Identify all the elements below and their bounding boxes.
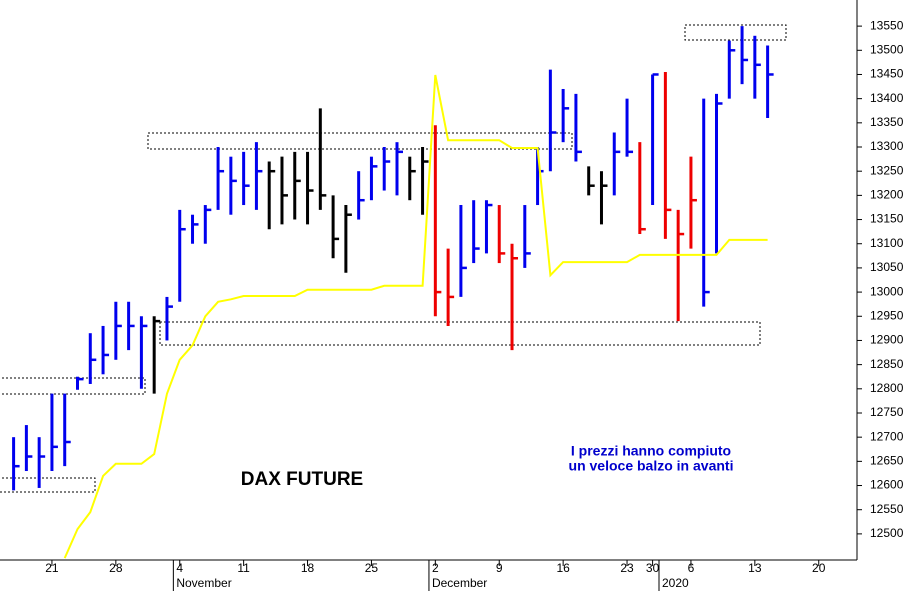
- month-label: November: [176, 576, 231, 590]
- y-tick-label: 12700: [870, 429, 904, 443]
- month-label: 2020: [662, 576, 689, 590]
- x-tick-label: 6: [688, 561, 695, 575]
- y-tick-label: 12900: [870, 333, 904, 347]
- y-tick-label: 12500: [870, 526, 904, 540]
- annotation: un veloce balzo in avanti: [569, 458, 734, 474]
- y-tick-label: 13500: [870, 42, 904, 56]
- x-tick-label: 2: [432, 561, 439, 575]
- y-tick-label: 13450: [870, 67, 904, 81]
- y-tick-label: 13150: [870, 212, 904, 226]
- chart-title: DAX FUTURE: [241, 469, 363, 490]
- y-tick-label: 12550: [870, 502, 904, 516]
- x-tick-label: 9: [496, 561, 503, 575]
- month-label: December: [432, 576, 487, 590]
- y-tick-label: 13550: [870, 18, 904, 32]
- annotation: I prezzi hanno compiuto: [571, 443, 731, 459]
- x-tick-label: 13: [748, 561, 762, 575]
- y-tick-label: 13200: [870, 188, 904, 202]
- x-tick-label: 16: [556, 561, 570, 575]
- y-tick-label: 13400: [870, 91, 904, 105]
- y-tick-label: 12950: [870, 308, 904, 322]
- x-tick-label: 21: [45, 561, 59, 575]
- x-tick-label: 11: [237, 561, 250, 575]
- x-tick-label: 23: [620, 561, 634, 575]
- y-tick-label: 12850: [870, 357, 904, 371]
- x-tick-label: 30: [646, 561, 660, 575]
- x-tick-label: 28: [109, 561, 123, 575]
- stop-line: [63, 74, 768, 559]
- y-tick-label: 12600: [870, 478, 904, 492]
- y-tick-label: 13350: [870, 115, 904, 129]
- x-tick-label: 4: [176, 561, 183, 575]
- y-tick-label: 13100: [870, 236, 904, 250]
- level-box: [0, 477, 96, 493]
- x-tick-label: 18: [301, 561, 315, 575]
- x-tick-label: 25: [365, 561, 379, 575]
- y-tick-label: 12650: [870, 454, 904, 468]
- y-tick-label: 13300: [870, 139, 904, 153]
- y-tick-label: 13050: [870, 260, 904, 274]
- x-tick-label: 20: [812, 561, 826, 575]
- y-tick-label: 13000: [870, 284, 904, 298]
- y-tick-label: 13250: [870, 163, 904, 177]
- level-box: [147, 132, 573, 150]
- y-tick-label: 12750: [870, 405, 904, 419]
- y-tick-label: 12800: [870, 381, 904, 395]
- level-box: [0, 377, 146, 395]
- level-box: [159, 321, 761, 346]
- level-box: [684, 24, 787, 41]
